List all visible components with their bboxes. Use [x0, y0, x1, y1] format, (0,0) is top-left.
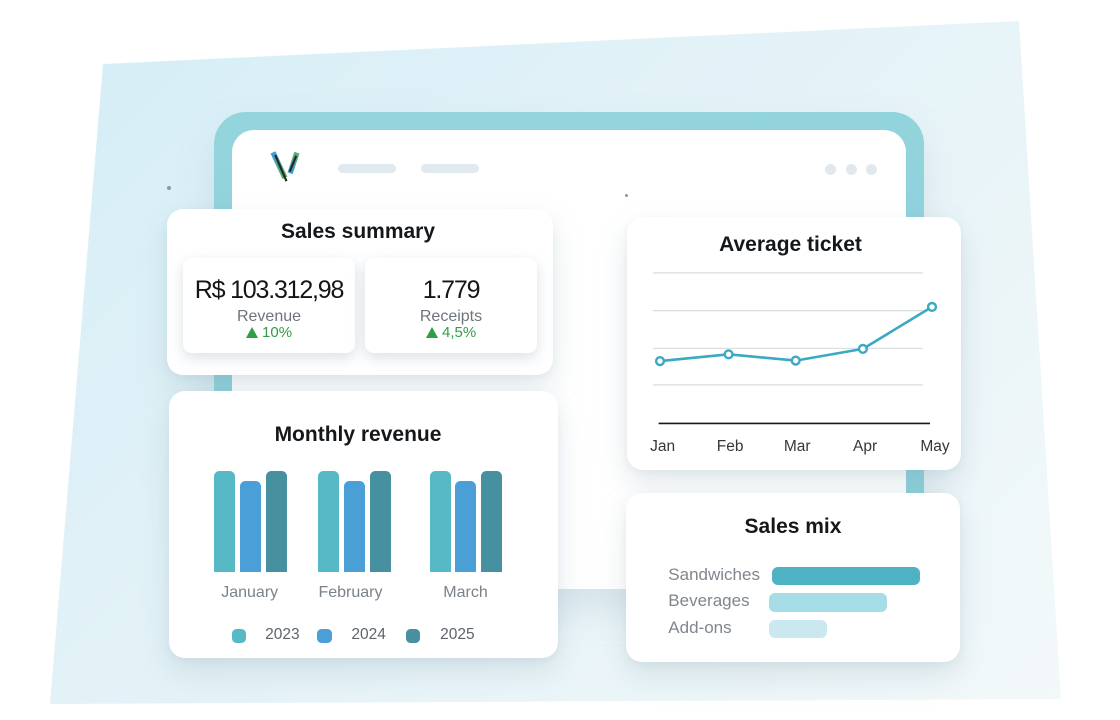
svg-text:Mar: Mar	[784, 438, 811, 455]
svg-text:Feb: Feb	[717, 438, 744, 455]
svg-text:May: May	[920, 438, 950, 455]
svg-text:Apr: Apr	[853, 438, 877, 455]
svg-text:Jan: Jan	[650, 438, 675, 455]
